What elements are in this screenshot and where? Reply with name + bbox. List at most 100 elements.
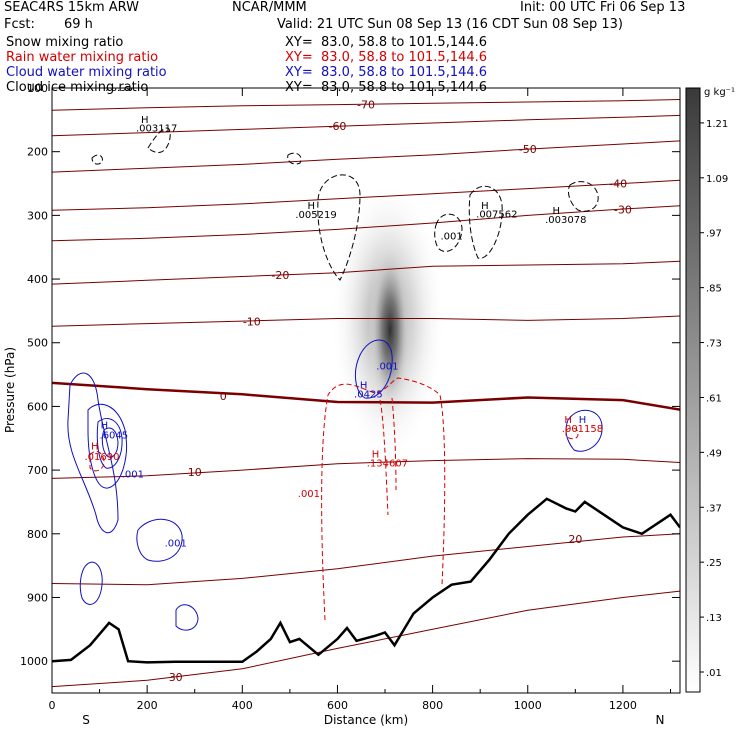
temperature-contour (52, 533, 680, 586)
cloud-water-contour (175, 604, 199, 631)
max-value-label: 76.96 (104, 83, 133, 94)
colorbar-label: .85 (706, 284, 722, 295)
cloud-water-contours (67, 339, 603, 631)
high-marker: H (553, 206, 561, 217)
temperature-contour-label: -10 (243, 316, 261, 329)
temperature-contour (52, 381, 680, 411)
x-tick-label: 0 (49, 699, 56, 712)
colorbar-ticks: .01 .13 .25 .37 .49 .61 .73 .85 .97 1.09 1.21 (700, 119, 728, 679)
colorbar-label: .13 (706, 613, 722, 624)
x-tick-label: 800 (422, 699, 443, 712)
rain-water-contours (89, 377, 579, 621)
ice-contour (317, 174, 361, 281)
colorbar-label: .49 (706, 448, 722, 459)
high-marker: H (579, 415, 587, 426)
colorbar-label: .61 (706, 393, 722, 404)
y-tick-label: 400 (27, 273, 48, 286)
ice-contour (468, 185, 503, 259)
high-marker: H (141, 115, 149, 126)
model-title: SEAC4RS 15km ARW (4, 0, 140, 15)
cloud-water-contour (67, 372, 119, 533)
x-tick-label: 400 (232, 699, 253, 712)
field-name: Snow mixing ratio (6, 35, 124, 50)
temperature-contour-label: -20 (271, 269, 289, 282)
field-annotations: H.00311776.96H.005219H.007562.001H.00307… (84, 83, 603, 550)
high-marker: H (564, 415, 572, 426)
y-tick-label: 900 (27, 591, 48, 604)
high-marker: H (360, 381, 368, 392)
max-value-label: .003117 (136, 123, 177, 134)
x-tick-label: 200 (137, 699, 158, 712)
temperature-contour-label: 10 (188, 466, 202, 479)
temperature-contour-label: 30 (169, 671, 183, 684)
cloud-water-contour (79, 561, 103, 605)
max-value-label: .001 (441, 232, 463, 243)
temperature-contour-label: -30 (614, 204, 632, 217)
colorbar-label: .25 (706, 558, 722, 569)
init-time: Init: 00 UTC Fri 06 Sep 13 (520, 0, 686, 15)
ice-contour (91, 154, 103, 165)
y-tick-label: 600 (27, 400, 48, 413)
max-value-label: .001 (298, 489, 320, 500)
max-value-label: .001 (122, 470, 144, 481)
rain-contour (321, 377, 446, 621)
colorbar-label: 1.09 (706, 174, 728, 185)
rain-contour (391, 397, 397, 491)
y-tick-label: 500 (27, 337, 48, 350)
colorbar-ramp (685, 87, 701, 693)
temperature-contour (52, 260, 680, 285)
cloud-water-contour (87, 403, 127, 489)
y-tick-label: 1000 (20, 655, 48, 668)
colorbar: .01 .13 .25 .37 .49 .61 .73 .85 .97 1.09 1.21 g kg… (685, 87, 735, 693)
temperature-contour (52, 140, 680, 173)
cloud-ice-contours (91, 127, 599, 281)
temperature-contour (52, 114, 680, 137)
temperature-contour-label: -70 (357, 99, 375, 112)
high-marker: H (101, 421, 109, 432)
y-tick-label: 700 (27, 464, 48, 477)
colorbar-label: 1.21 (706, 119, 728, 130)
field-xy: XY= 83.0, 58.8 to 101.5,144.6 (285, 35, 488, 50)
ice-contour (287, 152, 302, 165)
plot-frame (51, 87, 681, 694)
ice-contour (567, 181, 599, 212)
y-tick-label: 800 (27, 528, 48, 541)
max-value-label: .0425 (354, 390, 383, 401)
forecast-hour-label: Fcst: (4, 17, 35, 32)
y-axis-label: Pressure (hPa) (3, 347, 17, 433)
temperature-contours: -70 -60 -50 -40 -30 -20 -10 0 10 20 30 (52, 99, 680, 688)
temperature-contour-label: 20 (568, 533, 582, 546)
temperature-contour (52, 179, 680, 211)
colorbar-label: .01 (706, 668, 722, 679)
rain-contour (379, 399, 389, 516)
cloud-water-contour (136, 518, 183, 562)
max-value-label: .003078 (545, 215, 586, 226)
x-tick-label: 1000 (514, 699, 542, 712)
terrain-outline (52, 497, 680, 664)
valid-time: Valid: 21 UTC Sun 08 Sep 13 (16 CDT Sun … (277, 17, 623, 32)
max-value-label: .01690 (84, 452, 119, 463)
x-tick-label: 1200 (609, 699, 637, 712)
field-name: Rain water mixing ratio (6, 50, 159, 65)
axes: 0 200 400 600 800 1000 12001002003004005006007… (20, 82, 680, 712)
temperature-contour (52, 205, 680, 242)
max-value-label: .001158 (562, 424, 603, 435)
field-xy: XY= 83.0, 58.8 to 101.5,144.6 (285, 50, 488, 65)
forecast-hour-value: 69 h (64, 17, 93, 32)
high-marker: H (481, 201, 489, 212)
colorbar-label: .73 (706, 339, 722, 350)
max-value-label: .007562 (476, 209, 517, 220)
rain-contour (565, 427, 579, 440)
ice-contour (147, 127, 171, 153)
y-tick-label: 200 (27, 146, 48, 159)
max-value-label: .6045 (100, 430, 129, 441)
temperature-contour-label: -50 (519, 143, 537, 156)
field-name: Cloud water mixing ratio (6, 65, 167, 80)
temperature-contour (52, 590, 680, 688)
colorbar-label: .97 (706, 229, 722, 240)
x-axis-label: Distance (km) (324, 713, 408, 727)
cloud-water-contour (101, 427, 119, 458)
high-marker: H (372, 449, 380, 460)
